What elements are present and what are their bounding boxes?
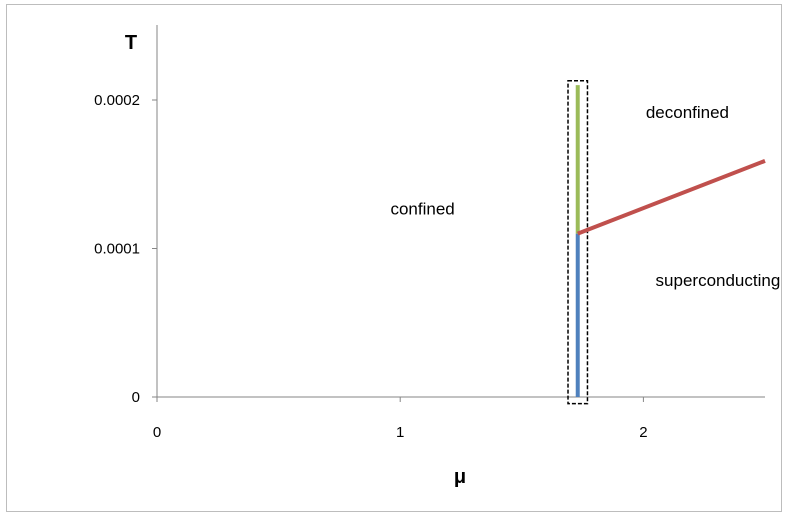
region-labels: confined deconfined superconducting [390,103,780,290]
dashed-highlight-box [567,79,589,405]
y-tick-label: 0.0002 [94,92,140,109]
chart-frame: 0 0.0001 0.0002 0 1 2 confined deconfined super… [6,4,782,512]
x-axis-title: μ [454,466,466,488]
x-tick-label: 2 [639,424,647,441]
series-lines [575,85,766,397]
highlight-box [567,79,589,405]
region-label-3: superconducting [656,271,781,290]
y-axis-title: T [125,32,137,54]
region-label-1: confined [390,199,454,218]
region-label-2: deconfined [646,103,729,122]
x-tick-label: 1 [396,424,404,441]
tick-labels: 0 0.0001 0.0002 0 1 2 [94,92,647,441]
phase-diagram-chart: 0 0.0001 0.0002 0 1 2 confined deconfined super… [94,25,780,488]
y-tick-label: 0.0001 [94,241,140,258]
series-line-3 [577,159,766,236]
x-tick-label: 0 [153,424,161,441]
y-tick-label: 0 [132,389,140,406]
axes [152,25,765,402]
